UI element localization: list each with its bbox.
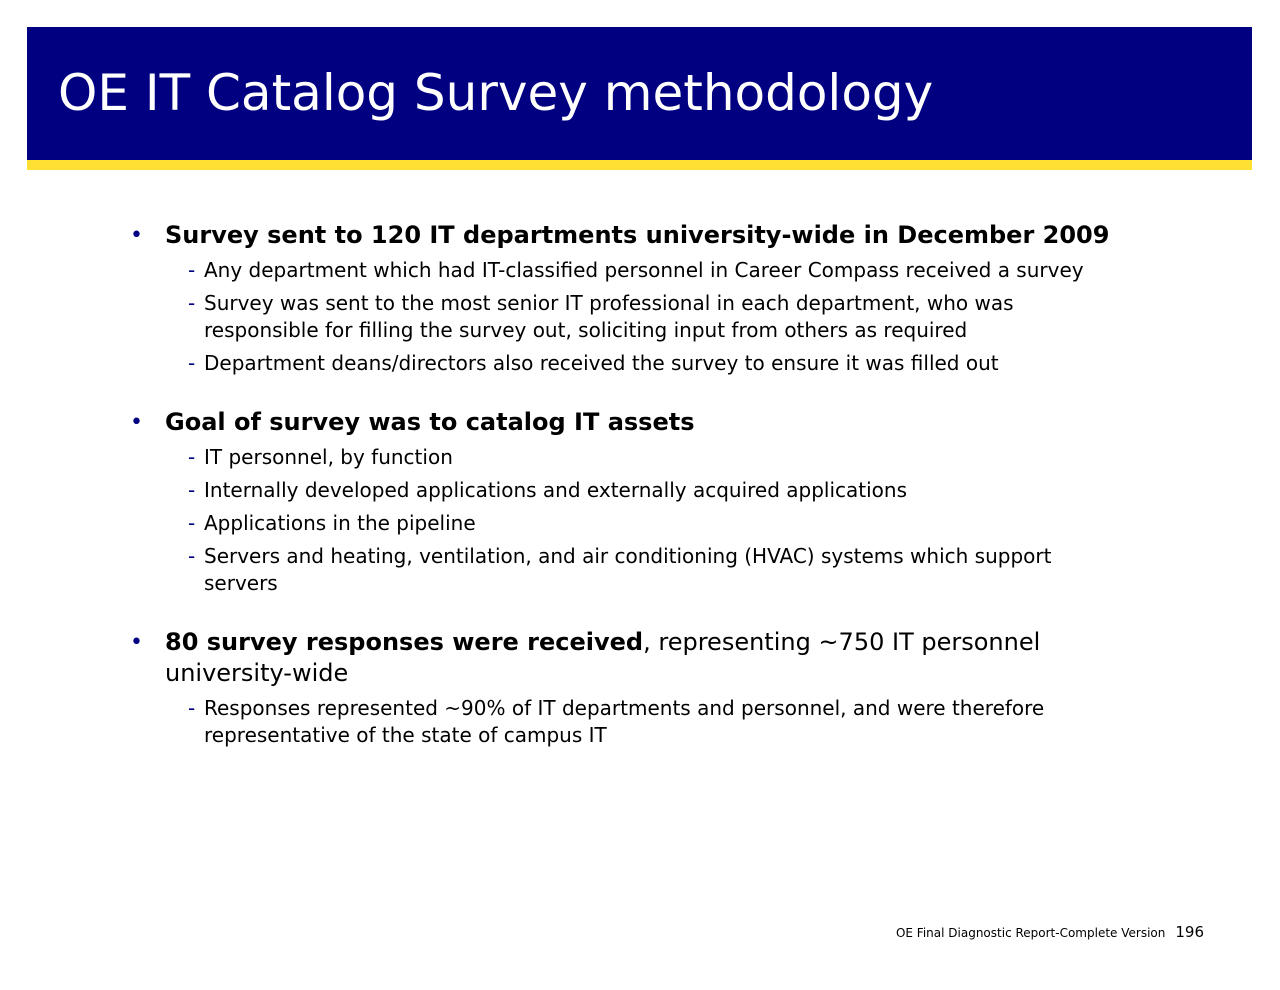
sub-bullet-text: Survey was sent to the most senior IT pr… [204,291,1014,342]
sub-bullet-list: - Any department which had IT-classified … [130,257,1130,377]
section-survey-responses: • 80 survey responses were received, repr… [130,627,1130,749]
sub-bullet-list: - IT personnel, by function - Internally d… [130,444,1130,597]
sub-bullet-text: Department deans/directors also received… [204,351,999,375]
bullet-point: • 80 survey responses were received, repr… [130,627,1130,689]
page-number: 196 [1175,923,1204,941]
sub-bullet-text: Internally developed applications and ex… [204,478,908,502]
sub-bullet-text: Servers and heating, ventilation, and ai… [204,544,1052,595]
sub-bullet-text: IT personnel, by function [204,445,453,469]
bullet-point: • Survey sent to 120 IT departments unive… [130,220,1130,251]
bullet-text: , representing ~750 IT personnel univers… [165,628,1041,687]
dash-marker: - [188,351,196,375]
dash-marker: - [188,696,196,720]
dash-marker: - [188,511,196,535]
bullet-bold-text: Goal of survey was to catalog IT assets [165,408,695,436]
bullet-marker: • [130,410,143,435]
sub-bullet: - Servers and heating, ventilation, and a… [130,543,1130,597]
bullet-bold-text: Survey sent to 120 IT departments univer… [165,221,1110,249]
sub-bullet-list: - Responses represented ~90% of IT depart… [130,695,1130,749]
bullet-marker: • [130,630,143,655]
sub-bullet: - Internally developed applications and e… [130,477,1130,504]
slide-title: OE IT Catalog Survey methodology [58,64,934,122]
sub-bullet: - Department deans/directors also receive… [130,350,1130,377]
sub-bullet-text: Responses represented ~90% of IT departm… [204,696,1045,747]
sub-bullet: - Survey was sent to the most senior IT p… [130,290,1130,344]
footer-label: OE Final Diagnostic Report-Complete Vers… [895,926,1166,940]
section-survey-goal: • Goal of survey was to catalog IT assets… [130,407,1130,597]
sub-bullet-text: Applications in the pipeline [204,511,476,535]
sub-bullet-text: Any department which had IT-classified p… [204,258,1084,282]
slide-content: • Survey sent to 120 IT departments unive… [130,220,1130,779]
footer: OE Final Diagnostic Report-Complete Vers… [896,922,1204,941]
title-bar [27,27,1252,160]
dash-marker: - [188,291,196,315]
bullet-marker: • [130,223,143,248]
bullet-point: • Goal of survey was to catalog IT assets [130,407,1130,438]
section-survey-distribution: • Survey sent to 120 IT departments unive… [130,220,1130,377]
dash-marker: - [188,258,196,282]
sub-bullet: - Responses represented ~90% of IT depart… [130,695,1130,749]
title-accent-line [27,160,1252,170]
dash-marker: - [188,544,196,568]
dash-marker: - [188,445,196,469]
bullet-bold-text: 80 survey responses were received [165,628,644,656]
sub-bullet: - IT personnel, by function [130,444,1130,471]
sub-bullet: - Applications in the pipeline [130,510,1130,537]
sub-bullet: - Any department which had IT-classified … [130,257,1130,284]
dash-marker: - [188,478,196,502]
